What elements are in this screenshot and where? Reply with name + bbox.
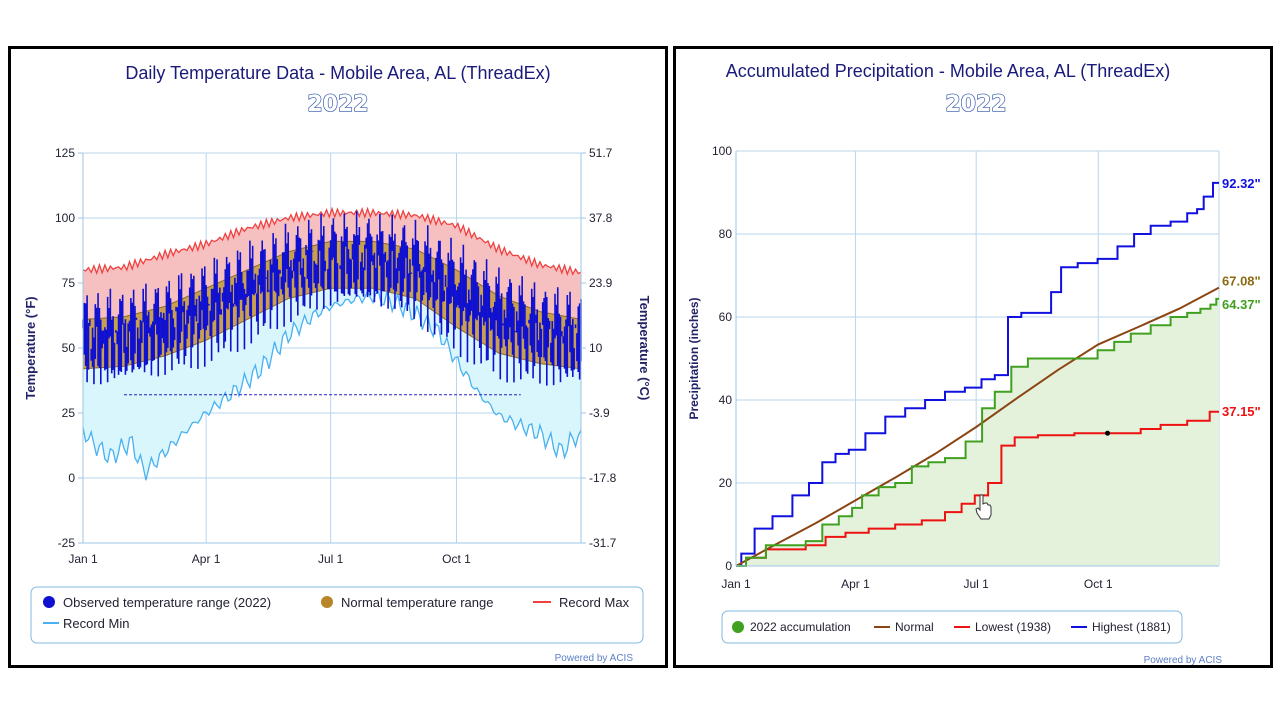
record-min-band (83, 288, 581, 481)
y2-tick-label: -31.7 (589, 536, 617, 550)
x-tick-label: Apr 1 (841, 577, 870, 591)
x-tick-label: Jan 1 (721, 577, 751, 591)
temperature-chart: Daily Temperature Data - Mobile Area, AL… (23, 63, 652, 664)
y-tick-label: 100 (712, 144, 732, 158)
precipitation-chart: Accumulated Precipitation - Mobile Area,… (687, 61, 1261, 665)
chart-title: Accumulated Precipitation - Mobile Area,… (726, 61, 1171, 81)
y-tick-label: 40 (719, 393, 733, 407)
y-axis-title: Precipitation (inches) (687, 297, 701, 419)
legend-record-max-label: Record Max (559, 595, 630, 610)
x-tick-label: Jul 1 (318, 552, 344, 566)
legend-normal-label: Normal (895, 620, 934, 634)
y-tick-label: 20 (719, 476, 733, 490)
legend-accum-marker (732, 621, 744, 633)
record-max-line (82, 206, 582, 277)
lowest-end-label: 37.15" (1222, 404, 1261, 419)
legend-observed-marker (43, 596, 55, 608)
legend-lowest-label: Lowest (1938) (975, 620, 1051, 634)
x-tick-label: Apr 1 (192, 552, 221, 566)
y-tick-label: -25 (58, 536, 76, 550)
y-tick-label: 0 (68, 471, 75, 485)
hand-cursor-icon (975, 494, 992, 520)
powered-by-text: Powered by ACIS (1144, 655, 1223, 665)
x-tick-label: Oct 1 (1084, 577, 1113, 591)
highest-1881-line (736, 181, 1219, 567)
y-tick-label: 75 (62, 276, 76, 290)
legend-highest-label: Highest (1881) (1092, 620, 1171, 634)
precipitation-chart-panel: Accumulated Precipitation - Mobile Area,… (673, 46, 1273, 668)
y2-tick-label: 10 (589, 341, 603, 355)
legend-observed-label: Observed temperature range (2022) (63, 595, 271, 610)
chart-title: Daily Temperature Data - Mobile Area, AL… (125, 63, 550, 83)
y-tick-label: 125 (55, 146, 75, 160)
chart-year: 2022 (945, 92, 1006, 117)
legend-normal-marker (321, 596, 333, 608)
accumulation-area (736, 298, 1219, 566)
legend-record-min-label: Record Min (63, 616, 129, 631)
y2-tick-label: 23.9 (589, 276, 613, 290)
y2-tick-label: 51.7 (589, 146, 613, 160)
accum-end-label: 64.37" (1222, 297, 1261, 312)
legend-accum-label: 2022 accumulation (750, 620, 851, 634)
y-tick-label: 50 (62, 341, 76, 355)
x-tick-label: Oct 1 (442, 552, 471, 566)
legend-box (721, 610, 1183, 644)
lowest-1938-line (736, 410, 1219, 567)
legend-box (30, 586, 644, 644)
y-axis-title-left: Temperature (°F) (23, 296, 38, 399)
chart-year: 2022 (307, 92, 368, 117)
normal-temperature-band (83, 241, 581, 369)
normal-low-line (82, 287, 582, 370)
y-tick-label: 60 (719, 310, 733, 324)
y2-tick-label: -3.9 (589, 406, 610, 420)
accumulation-2022-line (736, 297, 1219, 567)
y-tick-label: 80 (719, 227, 733, 241)
y-tick-label: 0 (725, 559, 732, 573)
x-tick-label: Jul 1 (963, 577, 989, 591)
record-max-band (83, 208, 581, 320)
powered-by-text: Powered by ACIS (555, 653, 634, 664)
normal-line (735, 286, 1220, 567)
temperature-chart-panel: Daily Temperature Data - Mobile Area, AL… (8, 46, 668, 668)
normal-end-label: 67.08" (1222, 274, 1261, 289)
y-tick-label: 100 (55, 211, 75, 225)
y-axis-title-right: Temperature (°C) (637, 296, 652, 401)
y2-tick-label: 37.8 (589, 211, 613, 225)
y2-tick-label: -17.8 (589, 471, 617, 485)
y-tick-label: 25 (62, 406, 76, 420)
record-min-line (82, 289, 582, 481)
x-tick-label: Jan 1 (68, 552, 98, 566)
legend-normal-label: Normal temperature range (341, 595, 493, 610)
lowest-line-point (1105, 430, 1111, 436)
highest-end-label: 92.32" (1222, 176, 1261, 191)
